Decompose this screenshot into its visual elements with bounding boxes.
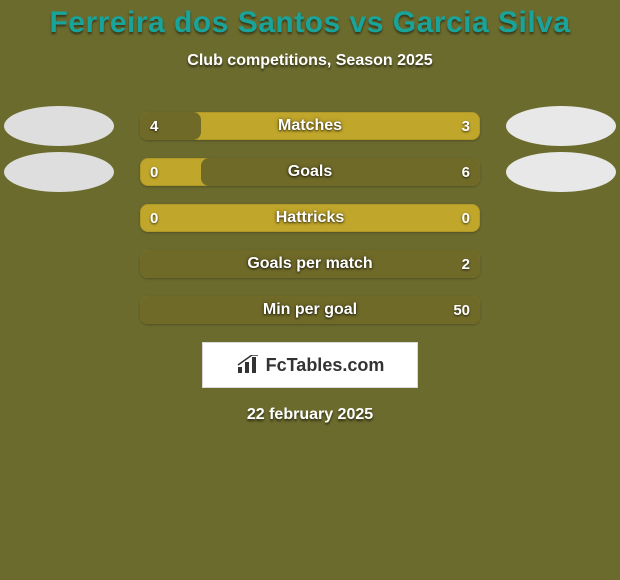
player-badge-right bbox=[506, 106, 616, 146]
stat-fill-left bbox=[140, 112, 201, 140]
player-badge-left bbox=[4, 106, 114, 146]
stat-row: 06Goals bbox=[0, 158, 620, 186]
stat-value-left: 0 bbox=[150, 158, 158, 186]
subtitle: Club competitions, Season 2025 bbox=[0, 52, 620, 70]
date-line: 22 february 2025 bbox=[0, 406, 620, 424]
comparison-card: Ferreira dos Santos vs Garcia Silva Club… bbox=[0, 0, 620, 580]
chart-icon bbox=[236, 355, 260, 375]
stat-row: 0 0Hattricks bbox=[0, 204, 620, 232]
stat-rows: 43Matches06Goals00Hattricks2Goals per ma… bbox=[0, 112, 620, 324]
player-badge-right bbox=[506, 152, 616, 192]
player-badge-left bbox=[4, 152, 114, 192]
stat-fill-right bbox=[140, 250, 480, 278]
stat-value-right: 3 bbox=[462, 112, 470, 140]
stat-row: 2Goals per match bbox=[0, 250, 620, 278]
stat-fill-right bbox=[201, 158, 480, 186]
page-title: Ferreira dos Santos vs Garcia Silva bbox=[0, 6, 620, 40]
stat-label: Hattricks bbox=[140, 204, 480, 232]
stat-bar: 2Goals per match bbox=[140, 250, 480, 278]
stat-value-left: 0 bbox=[150, 204, 158, 232]
stat-value-right: 0 bbox=[462, 204, 470, 232]
stat-bar: 06Goals bbox=[140, 158, 480, 186]
stat-row: 50Min per goal bbox=[0, 296, 620, 324]
source-logo: FcTables.com bbox=[202, 342, 418, 388]
stat-row: 43Matches bbox=[0, 112, 620, 140]
stat-fill-right bbox=[140, 296, 480, 324]
stat-bar: 0 0Hattricks bbox=[140, 204, 480, 232]
logo-text: FcTables.com bbox=[266, 355, 385, 376]
stat-bar: 50Min per goal bbox=[140, 296, 480, 324]
stat-bar: 43Matches bbox=[140, 112, 480, 140]
